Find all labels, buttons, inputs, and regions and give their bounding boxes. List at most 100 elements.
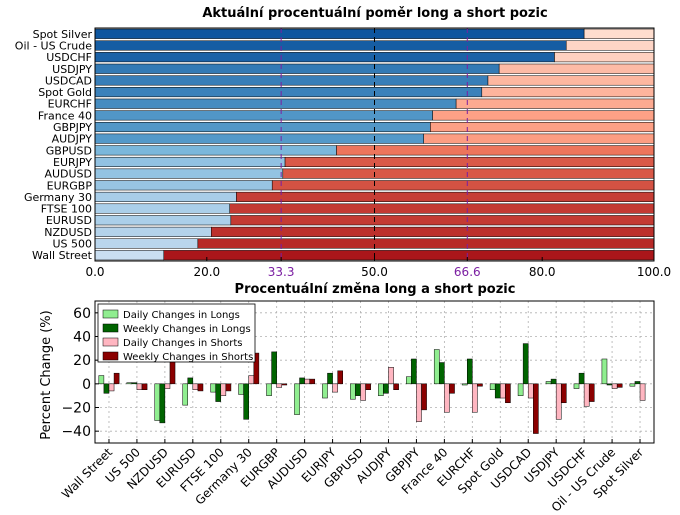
category-label: USDCHF	[46, 51, 92, 64]
legend-swatch	[102, 323, 119, 333]
long-bar	[94, 215, 232, 226]
change-bar	[220, 383, 227, 396]
change-bar	[141, 383, 148, 391]
change-bar	[253, 352, 260, 385]
category-label: GBPJPY	[53, 121, 92, 134]
y-tick-label: −40	[61, 424, 91, 440]
change-bar	[477, 383, 483, 387]
change-bar	[406, 376, 412, 385]
change-bar	[505, 383, 511, 404]
legend-swatch	[102, 309, 119, 319]
legend-swatch	[102, 351, 119, 361]
y-tick-label: 60	[73, 306, 91, 322]
category-label: AUDJPY	[52, 133, 93, 146]
category-label: EURCHF	[48, 98, 92, 111]
long-bar	[94, 52, 555, 63]
long-bar	[94, 250, 165, 261]
legend-swatch	[102, 337, 119, 347]
short-bar	[336, 145, 655, 156]
change-bar	[113, 372, 120, 385]
change-bar	[360, 383, 366, 401]
change-bar	[527, 383, 534, 399]
long-bar	[94, 226, 212, 237]
short-bar	[236, 191, 655, 202]
long-bar	[94, 203, 230, 214]
change-bar	[192, 383, 199, 391]
top-chart-title: Aktuální procentuální poměr long a short…	[202, 6, 547, 21]
change-bar	[606, 383, 613, 386]
x-tick-label: 100.0	[637, 265, 671, 279]
change-bar	[494, 383, 501, 399]
change-bar	[411, 358, 417, 385]
category-label: GBPUSD	[46, 144, 92, 157]
change-bar	[588, 383, 595, 402]
change-bar	[421, 383, 427, 411]
category-label: EURGBP	[47, 179, 93, 192]
short-bar	[211, 226, 655, 237]
long-bar	[94, 145, 337, 156]
category-label: AUDUSD	[44, 168, 92, 181]
change-bar	[378, 383, 384, 396]
change-bar	[332, 383, 338, 393]
long-bar	[94, 110, 433, 121]
category-label: Oil - US Crude	[15, 39, 92, 52]
change-bar	[573, 383, 580, 389]
change-bar	[489, 383, 496, 391]
bottom-chart-title: Procentuální změna long a short pozic	[235, 282, 516, 297]
change-bar	[634, 381, 641, 385]
short-bar	[163, 250, 655, 261]
change-bar	[533, 383, 539, 434]
short-bar	[423, 133, 655, 144]
y-tick-label: −20	[61, 401, 91, 417]
long-bar	[94, 168, 284, 179]
category-label: US 500	[52, 238, 92, 251]
long-bar	[94, 238, 199, 249]
change-bar	[439, 362, 445, 385]
short-bar	[430, 121, 655, 133]
change-bar	[271, 351, 277, 385]
short-bar	[229, 203, 655, 214]
x-tick-label: 80.0	[529, 265, 556, 279]
short-bar	[282, 168, 655, 179]
bottom-chart-ylabel: Percent Change (%)	[39, 310, 54, 439]
change-bar	[365, 383, 371, 391]
change-bar	[383, 383, 389, 394]
short-bar	[583, 28, 655, 39]
change-bar	[136, 383, 143, 391]
short-bar	[481, 87, 655, 98]
x-tick-label: 66.6	[454, 265, 481, 279]
category-label: NZDUSD	[44, 226, 92, 239]
long-bar	[94, 121, 431, 133]
long-bar	[94, 180, 273, 191]
change-bar	[555, 383, 562, 420]
category-label: Spot Gold	[38, 86, 92, 99]
change-bar	[472, 383, 478, 413]
category-label: Germany 30	[24, 191, 92, 204]
change-bar	[215, 383, 222, 402]
change-bar	[337, 370, 343, 385]
change-bar	[131, 382, 138, 385]
change-bar	[276, 383, 283, 388]
short-bar	[284, 156, 655, 168]
change-bar	[103, 383, 110, 394]
change-bar	[154, 383, 161, 421]
change-bar	[159, 383, 166, 424]
change-bar	[294, 383, 300, 415]
category-label: USDCAD	[45, 74, 92, 87]
long-bar	[94, 98, 457, 109]
x-tick-label: 0.0	[85, 265, 104, 279]
change-bar	[248, 375, 255, 385]
change-bar	[616, 383, 623, 388]
change-bar	[461, 383, 468, 386]
long-bar	[94, 156, 286, 168]
category-label: FTSE 100	[41, 203, 92, 216]
change-bar	[517, 383, 524, 396]
legend-box	[97, 303, 256, 363]
short-bar	[432, 110, 655, 121]
change-bar	[126, 382, 133, 385]
category-label: Wall Street	[32, 249, 93, 262]
change-bar	[225, 383, 232, 392]
change-bar	[578, 372, 585, 385]
